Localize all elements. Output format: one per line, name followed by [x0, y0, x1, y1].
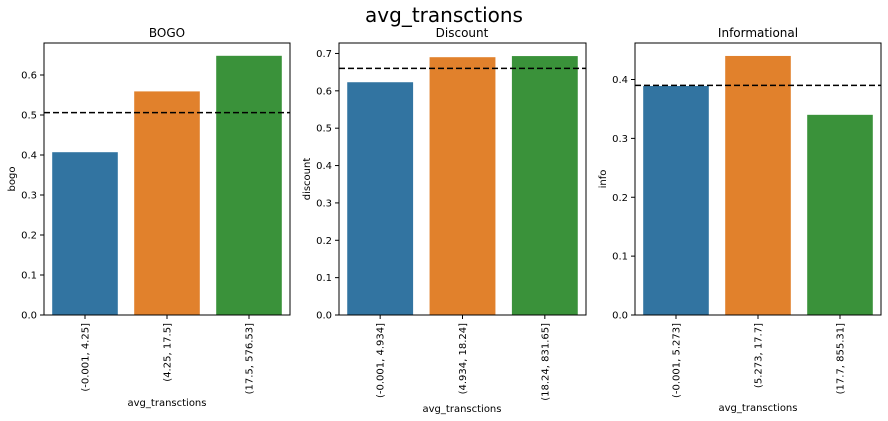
discount-panel-xlabel: avg_transctions [423, 404, 502, 415]
informational-panel-title: Informational [718, 26, 798, 40]
bogo-ytick-label: 0.2 [21, 231, 37, 242]
bogo-ytick-label: 0.5 [21, 111, 37, 122]
bogo-ytick-label: 0.6 [21, 71, 37, 82]
bogo-bar-2 [134, 91, 200, 316]
bogo-xtick-label: (17.5, 576.53] [245, 323, 256, 395]
informational-ytick-label: 0.3 [612, 134, 628, 145]
bogo-panel-xlabel: avg_transctions [128, 398, 207, 409]
discount-xtick-label: (18.24, 831.65] [540, 323, 551, 401]
discount-panel: Discount avg_transctions discount 0.0 0.1… [302, 26, 587, 415]
informational-ytick-label: 0.4 [612, 75, 628, 86]
informational-panel: Informational avg_transctions info 0.0 0.… [598, 26, 882, 414]
discount-ytick-label: 0.6 [316, 86, 332, 97]
bogo-ytick-label: 0.1 [21, 271, 37, 282]
informational-axes-frame [634, 42, 882, 316]
bogo-panel-title: BOGO [149, 26, 185, 40]
discount-ytick-label: 0.1 [316, 273, 332, 284]
discount-ytick-label: 0.0 [316, 311, 332, 322]
informational-xtick-label: (17.7, 855.31] [836, 323, 847, 395]
discount-axes-frame [338, 42, 587, 316]
discount-ytick-label: 0.4 [316, 161, 332, 172]
bogo-panel-ylabel: bogo [7, 167, 18, 192]
discount-ytick-label: 0.7 [316, 49, 332, 60]
discount-panel-title: Discount [436, 26, 489, 40]
discount-bar-2 [429, 57, 496, 315]
bogo-ytick-label: 0.0 [21, 311, 37, 322]
bogo-panel: BOGO avg_transctions bogo 0.0 0.1 0.2 0.3 0.… [7, 26, 291, 409]
informational-panel-xlabel: avg_transctions [719, 403, 798, 414]
informational-xtick-label: (5.273, 17.7] [754, 323, 765, 388]
informational-bar-1 [643, 85, 709, 315]
informational-xtick-label: (-0.001, 5.273] [672, 323, 683, 398]
discount-xtick-label: (4.934, 18.24] [458, 323, 469, 395]
discount-ytick-label: 0.3 [316, 198, 332, 209]
informational-ytick-label: 0.1 [612, 252, 628, 263]
informational-panel-ylabel: info [598, 170, 609, 189]
discount-bar-3 [511, 56, 578, 315]
discount-ytick-label: 0.2 [316, 236, 332, 247]
discount-bar-1 [347, 82, 414, 315]
bogo-bar-1 [52, 152, 118, 315]
discount-panel-ylabel: discount [302, 158, 313, 201]
discount-ytick-label: 0.5 [316, 124, 332, 135]
discount-xtick-label: (-0.001, 4.934] [376, 323, 387, 398]
informational-ytick-label: 0.0 [612, 311, 628, 322]
bogo-xtick-label: (-0.001, 4.25] [81, 323, 92, 392]
informational-bar-2 [725, 55, 791, 315]
bogo-ytick-label: 0.3 [21, 191, 37, 202]
informational-ytick-label: 0.2 [612, 193, 628, 204]
figure-title: avg_transctions [365, 3, 523, 27]
bogo-bar-3 [216, 55, 282, 316]
bogo-axes-frame [43, 42, 291, 316]
informational-bar-3 [807, 114, 873, 315]
bogo-xtick-label: (4.25, 17.5] [163, 323, 174, 382]
bogo-ytick-label: 0.4 [21, 151, 37, 162]
